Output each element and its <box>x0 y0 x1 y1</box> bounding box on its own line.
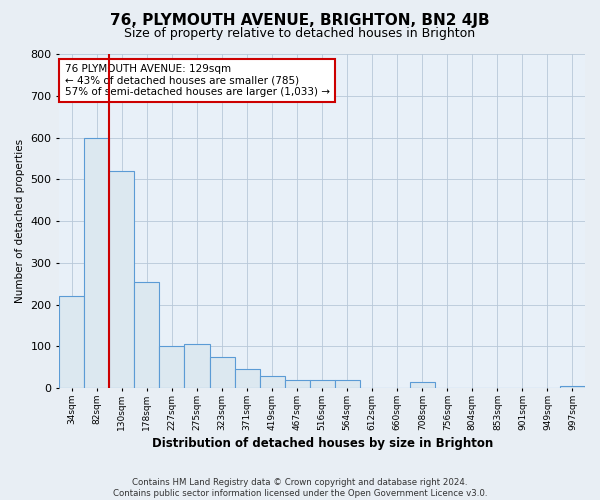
Bar <box>560 386 585 388</box>
Bar <box>310 380 335 388</box>
Bar <box>235 370 260 388</box>
Bar <box>335 380 360 388</box>
Bar <box>59 296 85 388</box>
Text: Size of property relative to detached houses in Brighton: Size of property relative to detached ho… <box>124 28 476 40</box>
Bar <box>134 282 160 388</box>
Bar <box>184 344 209 388</box>
Bar <box>260 376 284 388</box>
Bar <box>209 357 235 388</box>
Bar <box>109 171 134 388</box>
Bar <box>160 346 184 388</box>
Text: 76 PLYMOUTH AVENUE: 129sqm
← 43% of detached houses are smaller (785)
57% of sem: 76 PLYMOUTH AVENUE: 129sqm ← 43% of deta… <box>65 64 329 97</box>
Bar <box>284 380 310 388</box>
Text: 76, PLYMOUTH AVENUE, BRIGHTON, BN2 4JB: 76, PLYMOUTH AVENUE, BRIGHTON, BN2 4JB <box>110 12 490 28</box>
Bar <box>410 382 435 388</box>
Bar <box>85 138 109 388</box>
X-axis label: Distribution of detached houses by size in Brighton: Distribution of detached houses by size … <box>152 437 493 450</box>
Text: Contains HM Land Registry data © Crown copyright and database right 2024.
Contai: Contains HM Land Registry data © Crown c… <box>113 478 487 498</box>
Y-axis label: Number of detached properties: Number of detached properties <box>15 139 25 303</box>
